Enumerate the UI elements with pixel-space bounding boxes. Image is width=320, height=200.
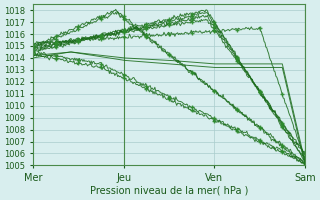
X-axis label: Pression niveau de la mer( hPa ): Pression niveau de la mer( hPa ) <box>90 186 248 196</box>
